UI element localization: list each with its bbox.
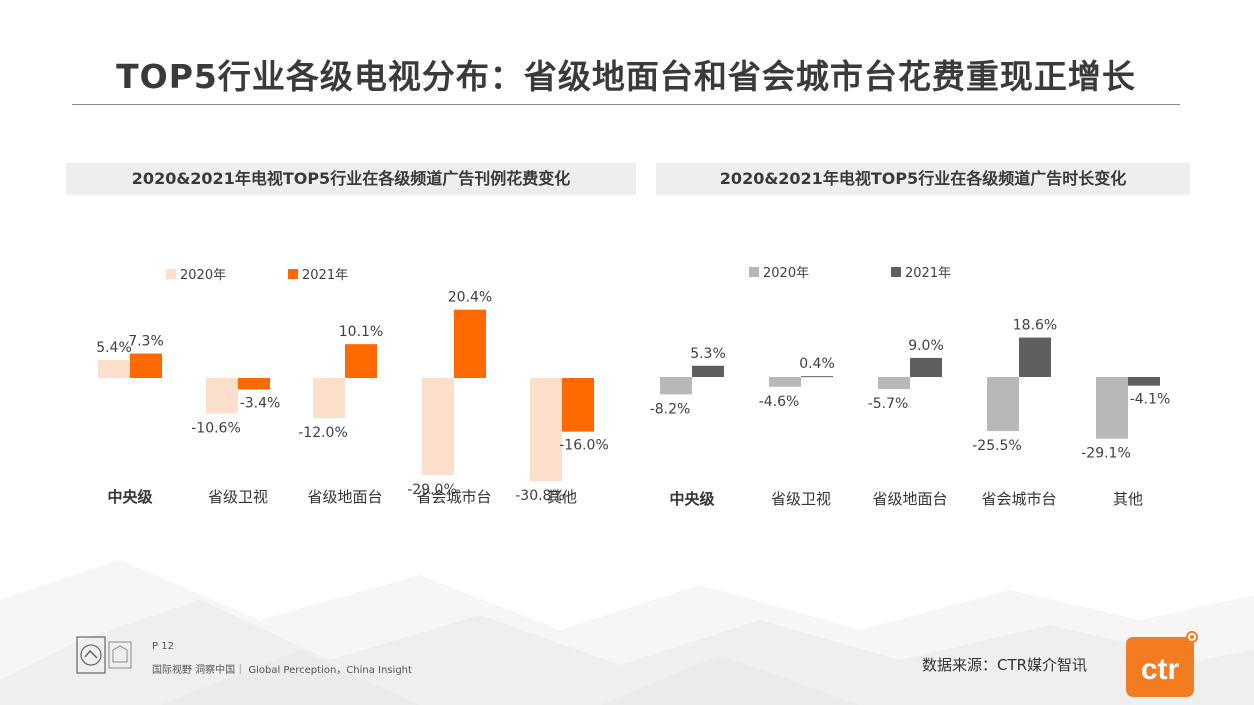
bar-2021-2 [910, 357, 942, 377]
bar-2020-3 [987, 377, 1019, 432]
category-label-2: 省级地面台 [307, 488, 382, 506]
chart-duration: 2020年 2021年 -8.2% 5.3% 中央级 -4.6% 0.4% 省级卫视 -5.7%… [650, 266, 1171, 508]
data-label-2021-3: 20.4% [448, 290, 492, 306]
legend-swatch-1 [288, 269, 298, 279]
data-label-2021-4: -4.1% [1130, 392, 1171, 408]
category-label-0: 中央级 [107, 488, 153, 506]
data-label-2021-4: -16.0% [559, 438, 609, 454]
bar-2021-3 [1019, 337, 1051, 377]
data-label-2021-3: 18.6% [1013, 318, 1057, 334]
data-label-2020-3: -25.5% [972, 438, 1022, 454]
data-label-2020-4: -29.1% [1081, 446, 1131, 462]
legend-swatch-1 [891, 267, 901, 277]
category-label-2: 省级地面台 [872, 490, 947, 508]
ctr-logo: ctr [1126, 631, 1198, 697]
category-label-1: 省级卫视 [208, 488, 268, 506]
bar-2021-2 [345, 344, 377, 378]
certification-logos [76, 636, 132, 674]
legend-label-1: 2021年 [302, 268, 348, 283]
data-label-2021-1: -3.4% [240, 395, 281, 411]
data-label-2020-3: -29.0% [407, 482, 457, 498]
bar-2021-0 [130, 353, 162, 378]
bar-2021-0 [692, 365, 724, 377]
bar-2020-3 [422, 378, 454, 476]
category-label-3: 省会城市台 [416, 488, 491, 506]
bar-2020-0 [98, 359, 130, 378]
bar-2020-2 [878, 377, 910, 390]
data-label-2020-0: 5.4% [96, 340, 132, 356]
tagline: 国际视野 洞察中国｜ Global Perception，China Insig… [152, 665, 412, 676]
title-divider [72, 104, 1180, 105]
ctr-logo-text: ctr [1141, 653, 1180, 686]
data-label-2020-1: -10.6% [191, 421, 241, 437]
bar-2020-4 [1096, 377, 1128, 439]
category-label-3: 省会城市台 [981, 490, 1056, 508]
category-label-0: 中央级 [669, 490, 715, 508]
category-label-1: 省级卫视 [771, 490, 831, 508]
data-label-2020-1: -4.6% [759, 394, 800, 410]
data-label-2021-2: 10.1% [339, 324, 383, 340]
page-number: P 12 [152, 641, 174, 652]
data-label-2021-0: 5.3% [690, 346, 726, 362]
legend-label-0: 2020年 [180, 268, 226, 283]
legend-label-0: 2020年 [763, 266, 809, 281]
page-title: TOP5行业各级电视分布：省级地面台和省会城市台花费重现正增长 [116, 57, 1136, 96]
data-label-2020-0: -8.2% [650, 401, 691, 417]
bar-2021-4 [1128, 377, 1160, 386]
bar-2020-1 [206, 378, 238, 414]
right-chart-title: 2020&2021年电视TOP5行业在各级频道广告时长变化 [656, 163, 1190, 195]
legend-label-1: 2021年 [905, 266, 951, 281]
category-label-4: 其他 [547, 488, 577, 506]
bar-2020-4 [530, 378, 562, 482]
category-label-4: 其他 [1113, 490, 1143, 508]
data-label-2020-4: -30.8% [515, 488, 565, 504]
data-label-2020-2: -12.0% [298, 425, 348, 441]
bar-2020-2 [313, 378, 345, 419]
bar-2021-3 [454, 309, 486, 378]
legend-swatch-0 [166, 269, 176, 279]
chart-spend: 2020年 2021年 5.4%7.3% 中央级 -10.6% -3.4% 省级卫视 -12.… [96, 268, 609, 506]
bar-2021-4 [562, 378, 594, 432]
data-label-2020-2: -5.7% [868, 396, 909, 412]
data-source: 数据来源：CTR媒介智讯 [922, 656, 1088, 674]
legend-swatch-0 [749, 267, 759, 277]
bar-2020-1 [769, 377, 801, 387]
bar-2020-0 [660, 377, 692, 395]
data-label-2021-2: 9.0% [908, 338, 944, 354]
data-label-2021-1: 0.4% [799, 356, 835, 372]
bar-2021-1 [801, 376, 833, 378]
bar-2021-1 [238, 378, 270, 390]
data-label-2021-0: 7.3% [128, 334, 164, 350]
left-chart-title: 2020&2021年电视TOP5行业在各级频道广告刊例花费变化 [66, 163, 636, 195]
